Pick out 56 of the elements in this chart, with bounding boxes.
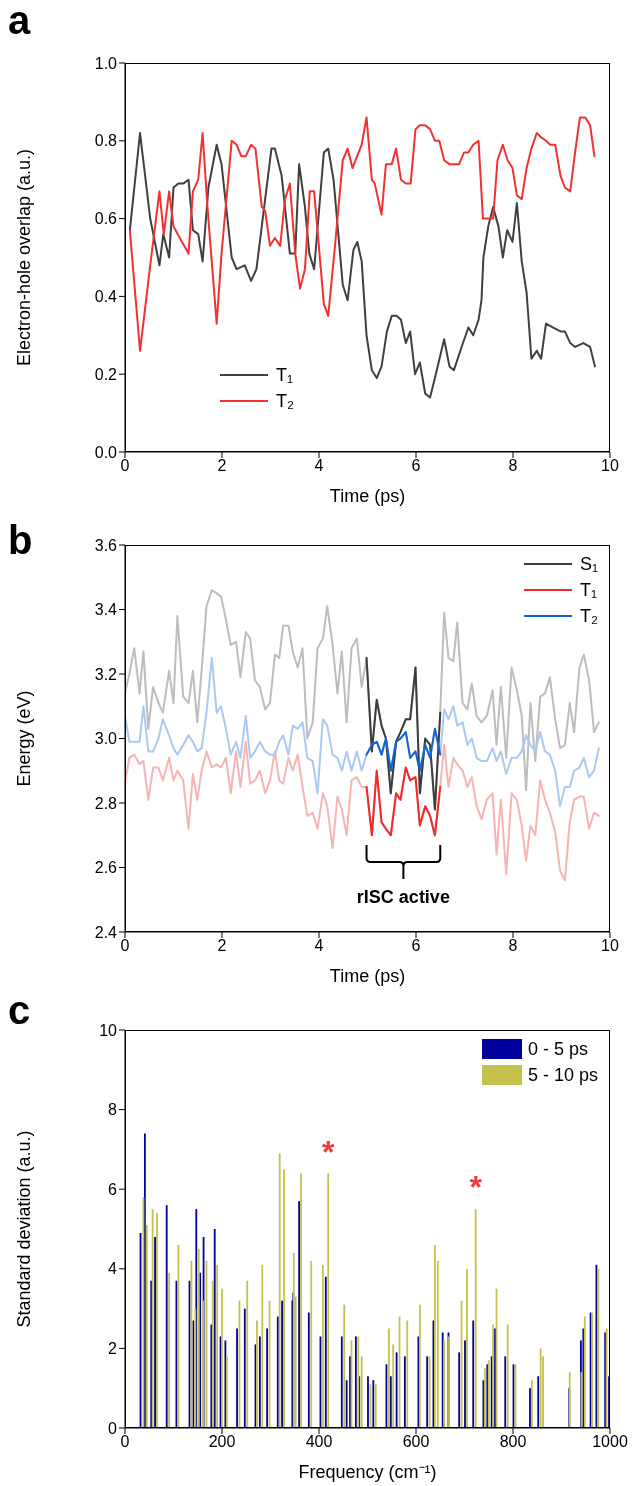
legend-label: 5 - 10 ps xyxy=(527,1064,598,1087)
y-tick-label: 8 xyxy=(108,1101,118,1119)
x-tick-label: 4 xyxy=(314,457,324,475)
y-tick-label: 3.2 xyxy=(94,665,118,683)
x-tick-label: 0 xyxy=(120,937,130,955)
x-axis-title: Time (ps) xyxy=(329,966,406,986)
y-tick-label: 3.4 xyxy=(94,601,118,619)
y-tick-label: 2 xyxy=(108,1340,118,1358)
y-tick-label: 0.4 xyxy=(94,288,118,306)
y-tick-label: 0.2 xyxy=(94,365,118,383)
legend-label: 0 - 5 ps xyxy=(527,1038,588,1061)
y-tick-label: 2.4 xyxy=(94,923,118,941)
y-tick-label: 10 xyxy=(99,1021,118,1039)
annotation: rISC active xyxy=(356,886,450,907)
legend-label: T₁ xyxy=(579,579,597,602)
chart-title: b xyxy=(8,518,33,562)
x-axis-title: Frequency (cm⁻¹) xyxy=(298,1462,437,1482)
y-tick-label: 0.0 xyxy=(94,443,118,461)
y-tick-label: 6 xyxy=(108,1180,118,1198)
y-tick-label: 1.0 xyxy=(94,54,118,72)
x-tick-label: 6 xyxy=(411,457,421,475)
x-tick-label: 200 xyxy=(208,1433,236,1451)
x-tick-label: 6 xyxy=(411,937,421,955)
legend-label: T₂ xyxy=(276,390,294,413)
y-tick-label: 2.6 xyxy=(94,859,118,877)
chart-title: a xyxy=(8,0,31,42)
annotation: * xyxy=(321,1133,335,1170)
x-axis-title: Time (ps) xyxy=(329,486,406,506)
x-tick-label: 600 xyxy=(402,1433,430,1451)
x-tick-label: 0 xyxy=(120,457,130,475)
x-tick-label: 1000 xyxy=(592,1433,628,1451)
x-tick-label: 8 xyxy=(508,457,518,475)
x-tick-label: 10 xyxy=(601,457,619,475)
legend-label: T₁ xyxy=(276,364,294,387)
x-tick-label: 800 xyxy=(499,1433,527,1451)
y-tick-label: 4 xyxy=(108,1260,118,1278)
legend-label: T₂ xyxy=(579,605,598,628)
y-tick-label: 0 xyxy=(108,1419,118,1437)
y-axis-title: Standard deviation (a.u.) xyxy=(14,1130,34,1328)
y-axis-title: Energy (eV) xyxy=(14,690,34,787)
x-tick-label: 2 xyxy=(217,457,227,475)
x-tick-label: 10 xyxy=(601,937,619,955)
y-tick-label: 0.8 xyxy=(94,132,118,150)
legend-label: S₁ xyxy=(579,553,598,576)
y-tick-label: 0.6 xyxy=(94,210,118,228)
y-tick-label: 3.6 xyxy=(94,536,118,554)
annotation: * xyxy=(469,1169,483,1206)
x-tick-label: 2 xyxy=(217,937,227,955)
x-tick-label: 8 xyxy=(508,937,518,955)
x-tick-label: 400 xyxy=(305,1433,333,1451)
x-tick-label: 4 xyxy=(314,937,324,955)
x-tick-label: 0 xyxy=(120,1433,130,1451)
y-tick-label: 3.0 xyxy=(94,730,118,748)
y-axis-title: Electron-hole overlap (a.u.) xyxy=(14,148,34,367)
chart-title: c xyxy=(8,988,31,1032)
y-tick-label: 2.8 xyxy=(94,794,118,812)
